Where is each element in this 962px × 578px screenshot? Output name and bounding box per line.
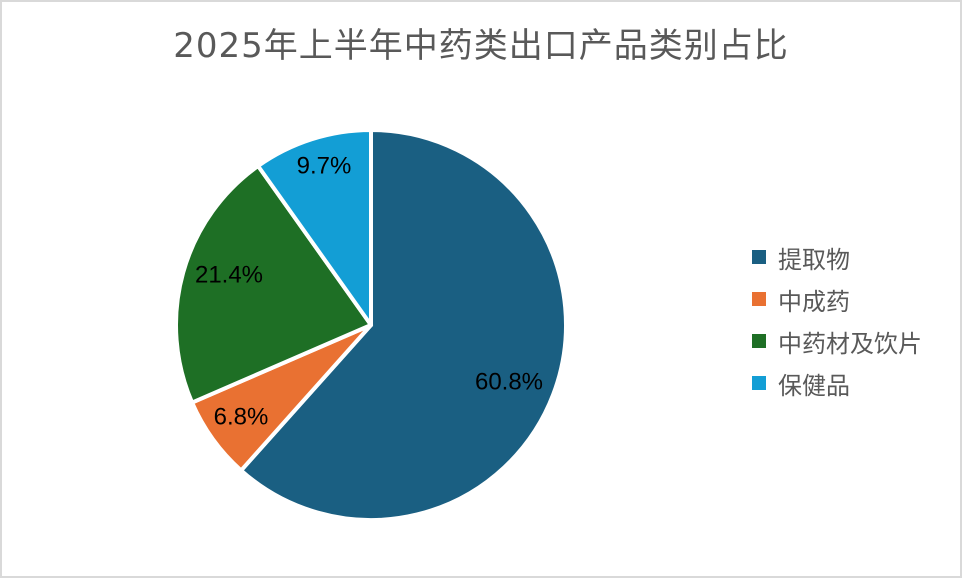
legend-item: 保健品 (752, 362, 922, 404)
slice-value-label: 21.4% (195, 261, 263, 288)
legend-label: 提取物 (778, 245, 850, 274)
legend-item: 中成药 (752, 278, 922, 320)
slice-value-label: 6.8% (214, 403, 269, 430)
slice-value-label: 60.8% (475, 368, 543, 395)
slice-value-label: 9.7% (297, 152, 352, 179)
chart-legend: 提取物中成药中药材及饮片 保健品 (752, 236, 922, 404)
legend-item: 中药材及饮片 (752, 320, 922, 362)
pie-slice (239, 128, 568, 522)
legend-swatch-icon (752, 376, 766, 390)
pie-slice (174, 164, 373, 405)
legend-swatch-icon (752, 292, 766, 306)
legend-label: 中成药 (778, 287, 850, 316)
pie-slice (256, 128, 373, 327)
legend-swatch-icon (752, 250, 766, 264)
legend-label: 保健品 (778, 371, 850, 400)
chart-title: 2025年上半年中药类出口产品类别占比 (173, 26, 789, 66)
legend-item: 提取物 (752, 236, 922, 278)
legend-swatch-icon (752, 334, 766, 348)
legend-label: 中药材及饮片 (778, 329, 922, 358)
